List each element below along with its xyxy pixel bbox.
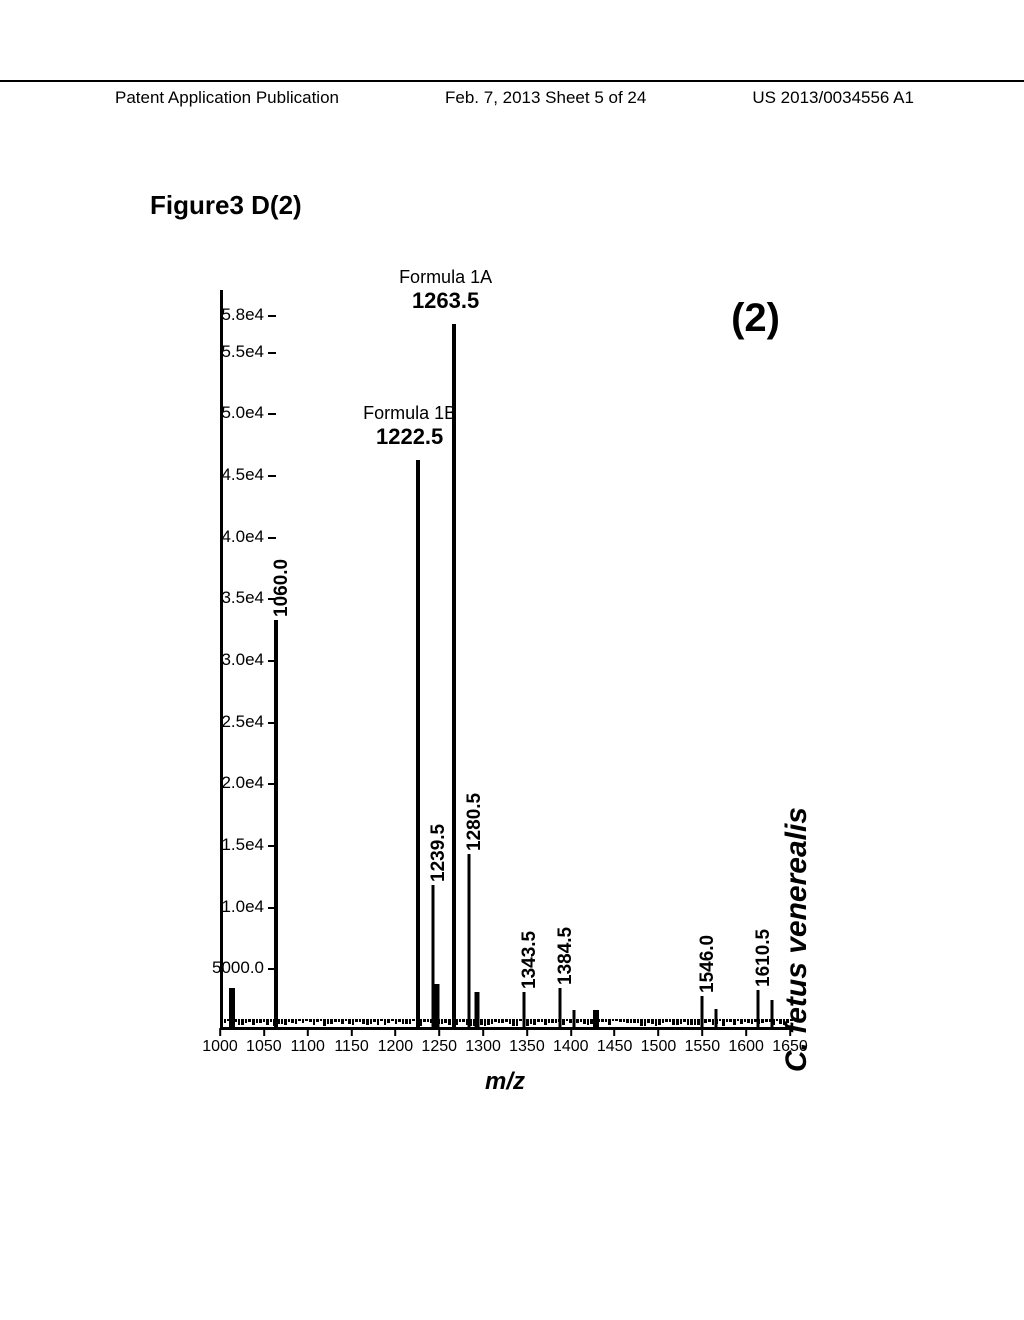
annotation-formula: Formula 1A bbox=[399, 267, 492, 288]
x-tick-label: 1050 bbox=[246, 1038, 282, 1056]
y-tick-label: 1.0e4 bbox=[194, 897, 264, 917]
peak-label: 1546.0 bbox=[697, 935, 719, 993]
spectrum-peak bbox=[559, 988, 562, 1027]
spectrum-peak bbox=[714, 1009, 717, 1028]
figure-title: Figure3 D(2) bbox=[150, 190, 302, 221]
peak-label: 1610.5 bbox=[753, 929, 775, 987]
y-tick-label: 5.0e4 bbox=[194, 403, 264, 423]
header-right: US 2013/0034556 A1 bbox=[752, 88, 914, 108]
peak-annotation: Formula 1A1263.5 bbox=[399, 267, 492, 314]
spectrum-peak bbox=[475, 992, 480, 1027]
x-axis-title: m/z bbox=[220, 1068, 790, 1096]
x-tick-label: 1500 bbox=[641, 1038, 677, 1056]
y-tick-label: 5.5e4 bbox=[194, 342, 264, 362]
spectrum-peak bbox=[467, 854, 470, 1027]
y-tick-label: 3.5e4 bbox=[194, 588, 264, 608]
annotation-formula: Formula 1B bbox=[363, 403, 456, 424]
peak-label: 1280.5 bbox=[464, 793, 486, 851]
spectrum-peak bbox=[229, 988, 235, 1027]
annotation-mz: 1263.5 bbox=[399, 288, 492, 314]
spectrum-peak bbox=[416, 460, 420, 1027]
x-tick-label: 1100 bbox=[290, 1038, 324, 1056]
header-center: Feb. 7, 2013 Sheet 5 of 24 bbox=[445, 88, 646, 108]
x-tick-label: 1600 bbox=[728, 1038, 764, 1056]
x-tick-label: 1000 bbox=[202, 1038, 238, 1056]
x-tick-label: 1650 bbox=[772, 1038, 808, 1056]
peak-label: 1060.0 bbox=[271, 559, 293, 617]
x-tick-label: 1150 bbox=[334, 1038, 368, 1056]
spectrum-peak bbox=[434, 984, 439, 1027]
x-tick-label: 1450 bbox=[597, 1038, 633, 1056]
spectrum-peak bbox=[572, 1010, 575, 1027]
panel-number: (2) bbox=[731, 296, 780, 341]
spectrum-peak bbox=[523, 992, 526, 1027]
y-tick-label: 5000.0 bbox=[194, 958, 264, 978]
page: Patent Application Publication Feb. 7, 2… bbox=[0, 0, 1024, 1320]
baseline-noise bbox=[223, 1019, 793, 1027]
y-tick-label: 2.5e4 bbox=[194, 712, 264, 732]
annotation-mz: 1222.5 bbox=[363, 424, 456, 450]
species-label: C. fetus venerealis bbox=[780, 807, 814, 1072]
y-tick-label: 2.0e4 bbox=[194, 773, 264, 793]
x-tick-label: 1300 bbox=[465, 1038, 501, 1056]
peak-label: 1343.5 bbox=[519, 931, 541, 989]
spectrum-peak bbox=[274, 620, 278, 1027]
page-header: Patent Application Publication Feb. 7, 2… bbox=[0, 80, 1024, 108]
y-tick-label: 5.8e4 bbox=[194, 305, 264, 325]
y-tick-label: 3.0e4 bbox=[194, 650, 264, 670]
y-tick-label: 4.5e4 bbox=[194, 465, 264, 485]
x-tick-label: 1200 bbox=[378, 1038, 414, 1056]
x-tick-label: 1400 bbox=[553, 1038, 589, 1056]
mass-spectrum-chart: (2) C. fetus venerealis 1060.0 1239.5 1280… bbox=[140, 290, 840, 1110]
spectrum-peak bbox=[757, 990, 760, 1027]
y-tick-label: 4.0e4 bbox=[194, 527, 264, 547]
spectrum-peak bbox=[593, 1010, 599, 1027]
x-tick-label: 1550 bbox=[685, 1038, 721, 1056]
x-tick-label: 1350 bbox=[509, 1038, 545, 1056]
header-left: Patent Application Publication bbox=[115, 88, 339, 108]
spectrum-peak bbox=[770, 1000, 773, 1027]
peak-label: 1239.5 bbox=[428, 824, 450, 882]
peak-annotation: Formula 1B1222.5 bbox=[363, 403, 456, 450]
y-tick-label: 1.5e4 bbox=[194, 835, 264, 855]
plot-area: (2) C. fetus venerealis 1060.01239.51280… bbox=[220, 290, 790, 1030]
peak-label: 1384.5 bbox=[555, 926, 577, 984]
spectrum-peak bbox=[700, 996, 703, 1027]
x-tick-label: 1250 bbox=[421, 1038, 457, 1056]
